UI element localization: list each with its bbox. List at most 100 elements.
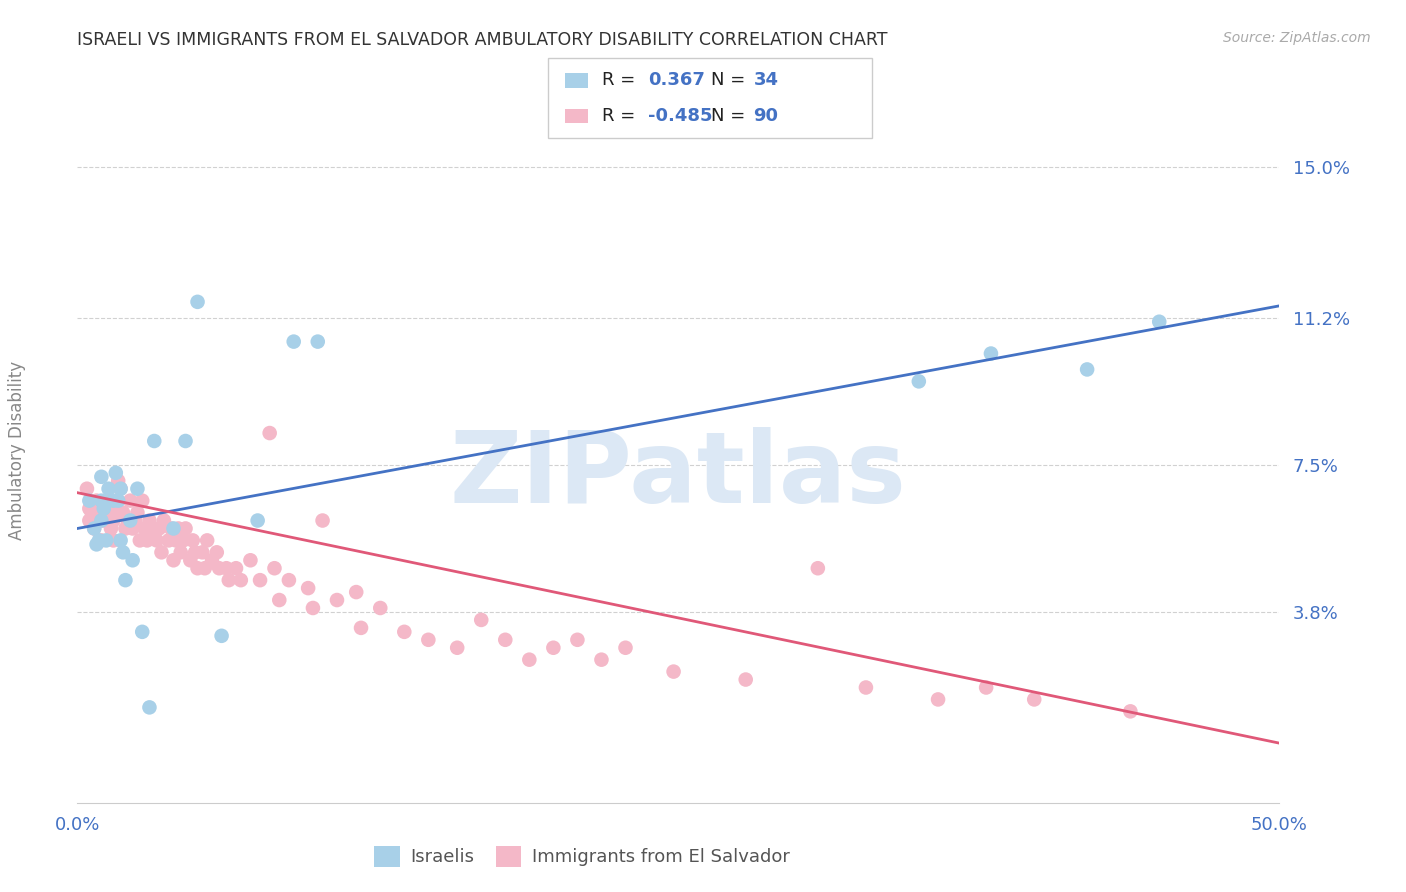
Point [93,514,115,528]
Point [136,533,159,548]
Text: ISRAELI VS IMMIGRANTS FROM EL SALVADOR AMBULATORY DISABILITY CORRELATION CHART: ISRAELI VS IMMIGRANTS FROM EL SALVADOR A… [77,31,887,49]
Point [131,493,153,508]
Point [121,553,143,567]
Point [259,425,281,440]
Point [208,561,231,575]
Point [194,561,217,575]
Point [107,474,129,488]
Point [205,545,228,559]
Text: ZIPatlas: ZIPatlas [450,427,907,524]
Point [120,493,142,508]
Point [165,533,187,548]
Point [263,561,285,575]
Point [138,514,160,528]
Point [145,533,167,548]
Point [186,561,209,575]
Point [114,521,136,535]
Point [283,334,305,349]
Point [174,521,197,535]
Point [179,553,201,567]
Point [470,613,492,627]
Point [195,533,218,548]
Point [114,573,136,587]
Point [83,521,105,535]
Point [103,514,125,528]
Point [807,561,830,575]
Text: N =: N = [711,107,751,125]
Point [160,521,183,535]
Point [297,581,319,595]
Point [734,673,756,687]
Point [184,545,207,559]
Point [110,533,132,548]
Point [87,514,110,528]
Point [96,533,118,548]
Text: R =: R = [602,107,641,125]
Text: -0.485: -0.485 [648,107,713,125]
Point [543,640,565,655]
Point [211,629,233,643]
Point [277,573,299,587]
Point [302,601,325,615]
Point [855,681,877,695]
Point [162,553,184,567]
Point [1149,315,1171,329]
Point [110,482,132,496]
Point [76,482,98,496]
Point [131,624,153,639]
Point [103,493,125,508]
Point [141,521,163,535]
Point [927,692,949,706]
Point [225,561,247,575]
Point [79,501,101,516]
Point [170,545,193,559]
Point [143,434,166,448]
Point [90,514,112,528]
Point [93,501,115,516]
Point [172,533,194,548]
Point [124,514,146,528]
Point [1024,692,1046,706]
Text: N =: N = [711,71,751,89]
Text: R =: R = [602,71,641,89]
Point [97,482,120,496]
Point [350,621,373,635]
Point [191,545,214,559]
Point [90,493,112,508]
Point [121,521,143,535]
Point [107,493,129,508]
Point [120,514,142,528]
Point [249,573,271,587]
Point [239,553,262,567]
Point [186,294,209,309]
Point [83,514,105,528]
Point [662,665,685,679]
Text: 34: 34 [754,71,779,89]
Text: 0.367: 0.367 [648,71,704,89]
Point [79,493,101,508]
Point [138,700,160,714]
Point [229,573,252,587]
Point [326,593,349,607]
Point [162,521,184,535]
Point [311,514,333,528]
Point [83,521,105,535]
Point [97,493,120,508]
Point [167,521,190,535]
Point [117,514,139,528]
Text: Source: ZipAtlas.com: Source: ZipAtlas.com [1223,31,1371,45]
Point [418,632,440,647]
Point [100,506,122,520]
Point [218,573,240,587]
Point [90,470,112,484]
Point [148,521,170,535]
Point [103,533,125,548]
Point [1119,704,1142,718]
Point [100,521,122,535]
Point [96,501,118,516]
Point [215,561,238,575]
Point [908,375,931,389]
Point [494,632,516,647]
Text: Ambulatory Disability: Ambulatory Disability [8,361,25,540]
Point [567,632,589,647]
